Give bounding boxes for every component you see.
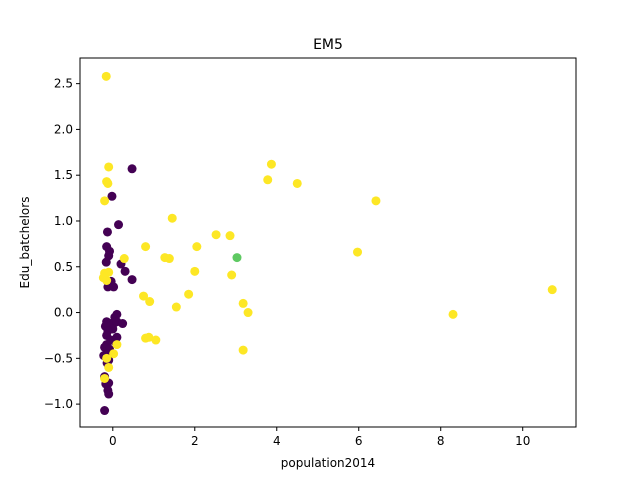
y-tick-label: 1.5 (54, 168, 73, 182)
data-point (167, 213, 177, 223)
data-point (109, 349, 119, 359)
y-axis-label: Edu_batchelors (18, 197, 32, 289)
data-point (266, 159, 276, 169)
data-point (232, 253, 242, 263)
x-tick-label: 6 (355, 434, 363, 448)
data-point (102, 227, 112, 237)
data-point (112, 340, 122, 350)
data-point (104, 362, 114, 372)
data-point (225, 231, 235, 241)
data-point (103, 178, 113, 188)
data-point (104, 389, 114, 399)
y-tick-label: 0.5 (54, 260, 73, 274)
data-point (114, 220, 124, 230)
x-axis-label: population2014 (281, 456, 375, 470)
y-tick-label: −0.5 (44, 351, 73, 365)
data-point (263, 175, 273, 185)
data-point (118, 319, 128, 329)
data-point (127, 275, 137, 285)
data-point (139, 291, 149, 301)
data-point (238, 298, 248, 308)
data-point (190, 266, 200, 276)
data-point (100, 373, 110, 383)
x-tick-label: 0 (109, 434, 117, 448)
x-tick-label: 2 (191, 434, 199, 448)
data-point (107, 191, 117, 201)
data-point (151, 335, 161, 345)
data-point (243, 308, 253, 318)
data-point (211, 230, 221, 240)
data-point (184, 289, 194, 299)
y-tick-label: 2.5 (54, 77, 73, 91)
data-point (101, 71, 111, 81)
data-point (127, 164, 137, 174)
data-point (547, 285, 557, 295)
data-point (371, 196, 381, 206)
y-tick-label: 1.0 (54, 214, 73, 228)
data-point (227, 270, 237, 280)
data-point (164, 254, 174, 264)
data-points-layer (98, 71, 557, 416)
data-point (100, 406, 110, 416)
data-point (238, 345, 248, 355)
data-point (192, 242, 202, 252)
data-point (292, 178, 302, 188)
data-point (145, 297, 155, 307)
ticks-layer: 0 2 4 6 8 10 −1.0 −0.5 0.0 0.5 1.0 1.5 2.0 2.5 (44, 77, 530, 448)
data-point (353, 247, 363, 257)
data-point (100, 196, 110, 206)
data-point (104, 162, 114, 172)
y-tick-label: 2.0 (54, 122, 73, 136)
data-point (141, 242, 151, 252)
y-tick-label: −1.0 (44, 397, 73, 411)
x-tick-label: 4 (273, 434, 281, 448)
data-point (102, 275, 112, 285)
data-point (144, 332, 154, 342)
data-point (120, 266, 130, 276)
plot-area-frame (79, 57, 577, 428)
data-point (102, 353, 112, 363)
data-point (171, 302, 181, 312)
data-point (101, 257, 111, 267)
x-tick-label: 8 (437, 434, 445, 448)
data-point (448, 309, 458, 319)
x-tick-label: 10 (515, 434, 530, 448)
chart-title: EM5 (313, 37, 343, 53)
data-point (119, 254, 129, 264)
y-tick-label: 0.0 (54, 306, 73, 320)
